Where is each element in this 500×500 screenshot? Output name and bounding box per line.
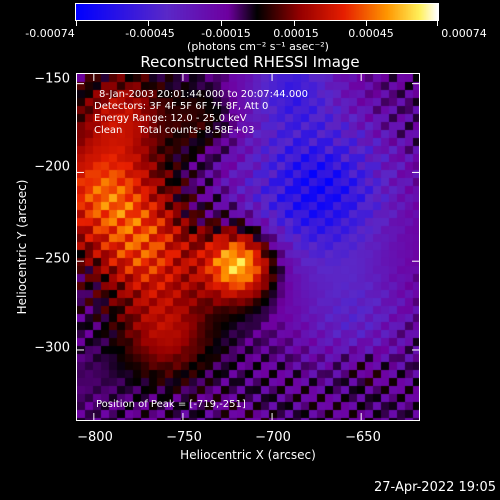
peak-position-label: Position of Peak = [-719,-251] — [96, 399, 246, 410]
x-tick-label: −750 — [166, 430, 202, 445]
x-tick-label: −650 — [345, 430, 381, 445]
colorbar-tick-label: 0.00045 — [348, 27, 394, 40]
colorbar-tick — [437, 20, 438, 26]
colorbar-tick-label: -0.00045 — [125, 27, 175, 40]
x-axis-label: Heliocentric X (arcsec) — [180, 448, 316, 462]
colorbar-tick-label: 0.00015 — [273, 27, 319, 40]
colorbar-tick — [76, 20, 77, 26]
time-range-label: 8-Jan-2003 20:01:44.000 to 20:07:44.000 — [99, 89, 308, 100]
colorbar — [75, 3, 439, 21]
timestamp: 27-Apr-2022 19:05 — [374, 480, 496, 495]
detectors-label: Detectors: 3F 4F 5F 6F 7F 8F, Att 0 — [94, 101, 269, 112]
chart-title: Reconstructed RHESSI Image — [140, 53, 360, 71]
energy-range-label: Energy Range: 12.0 - 25.0 keV — [94, 113, 247, 124]
plot-area: 8-Jan-2003 20:01:44.000 to 20:07:44.000 … — [76, 73, 420, 421]
colorbar-tick — [294, 20, 295, 26]
clean-label: Clean Total counts: 8.58E+03 — [94, 125, 255, 136]
colorbar-tick — [366, 20, 367, 26]
colorbar-units: (photons cm⁻² s⁻¹ asec⁻²) — [187, 40, 329, 53]
x-tick-label: −800 — [77, 430, 113, 445]
colorbar-tick — [148, 20, 149, 26]
colorbar-tick-label: -0.00074 — [25, 27, 75, 40]
colorbar-tick-label: -0.00015 — [201, 27, 251, 40]
y-tick-label: −300 — [34, 340, 70, 356]
colorbar-tick — [221, 20, 222, 26]
colorbar-tick-label: 0.00074 — [441, 27, 487, 40]
y-tick-label: −250 — [34, 251, 70, 267]
y-tick-label: −200 — [34, 159, 70, 175]
y-axis-label: Heliocentric Y (arcsec) — [15, 179, 29, 315]
x-tick-label: −700 — [255, 430, 291, 445]
y-tick-label: −150 — [34, 71, 70, 87]
heatmap-image — [77, 74, 419, 420]
